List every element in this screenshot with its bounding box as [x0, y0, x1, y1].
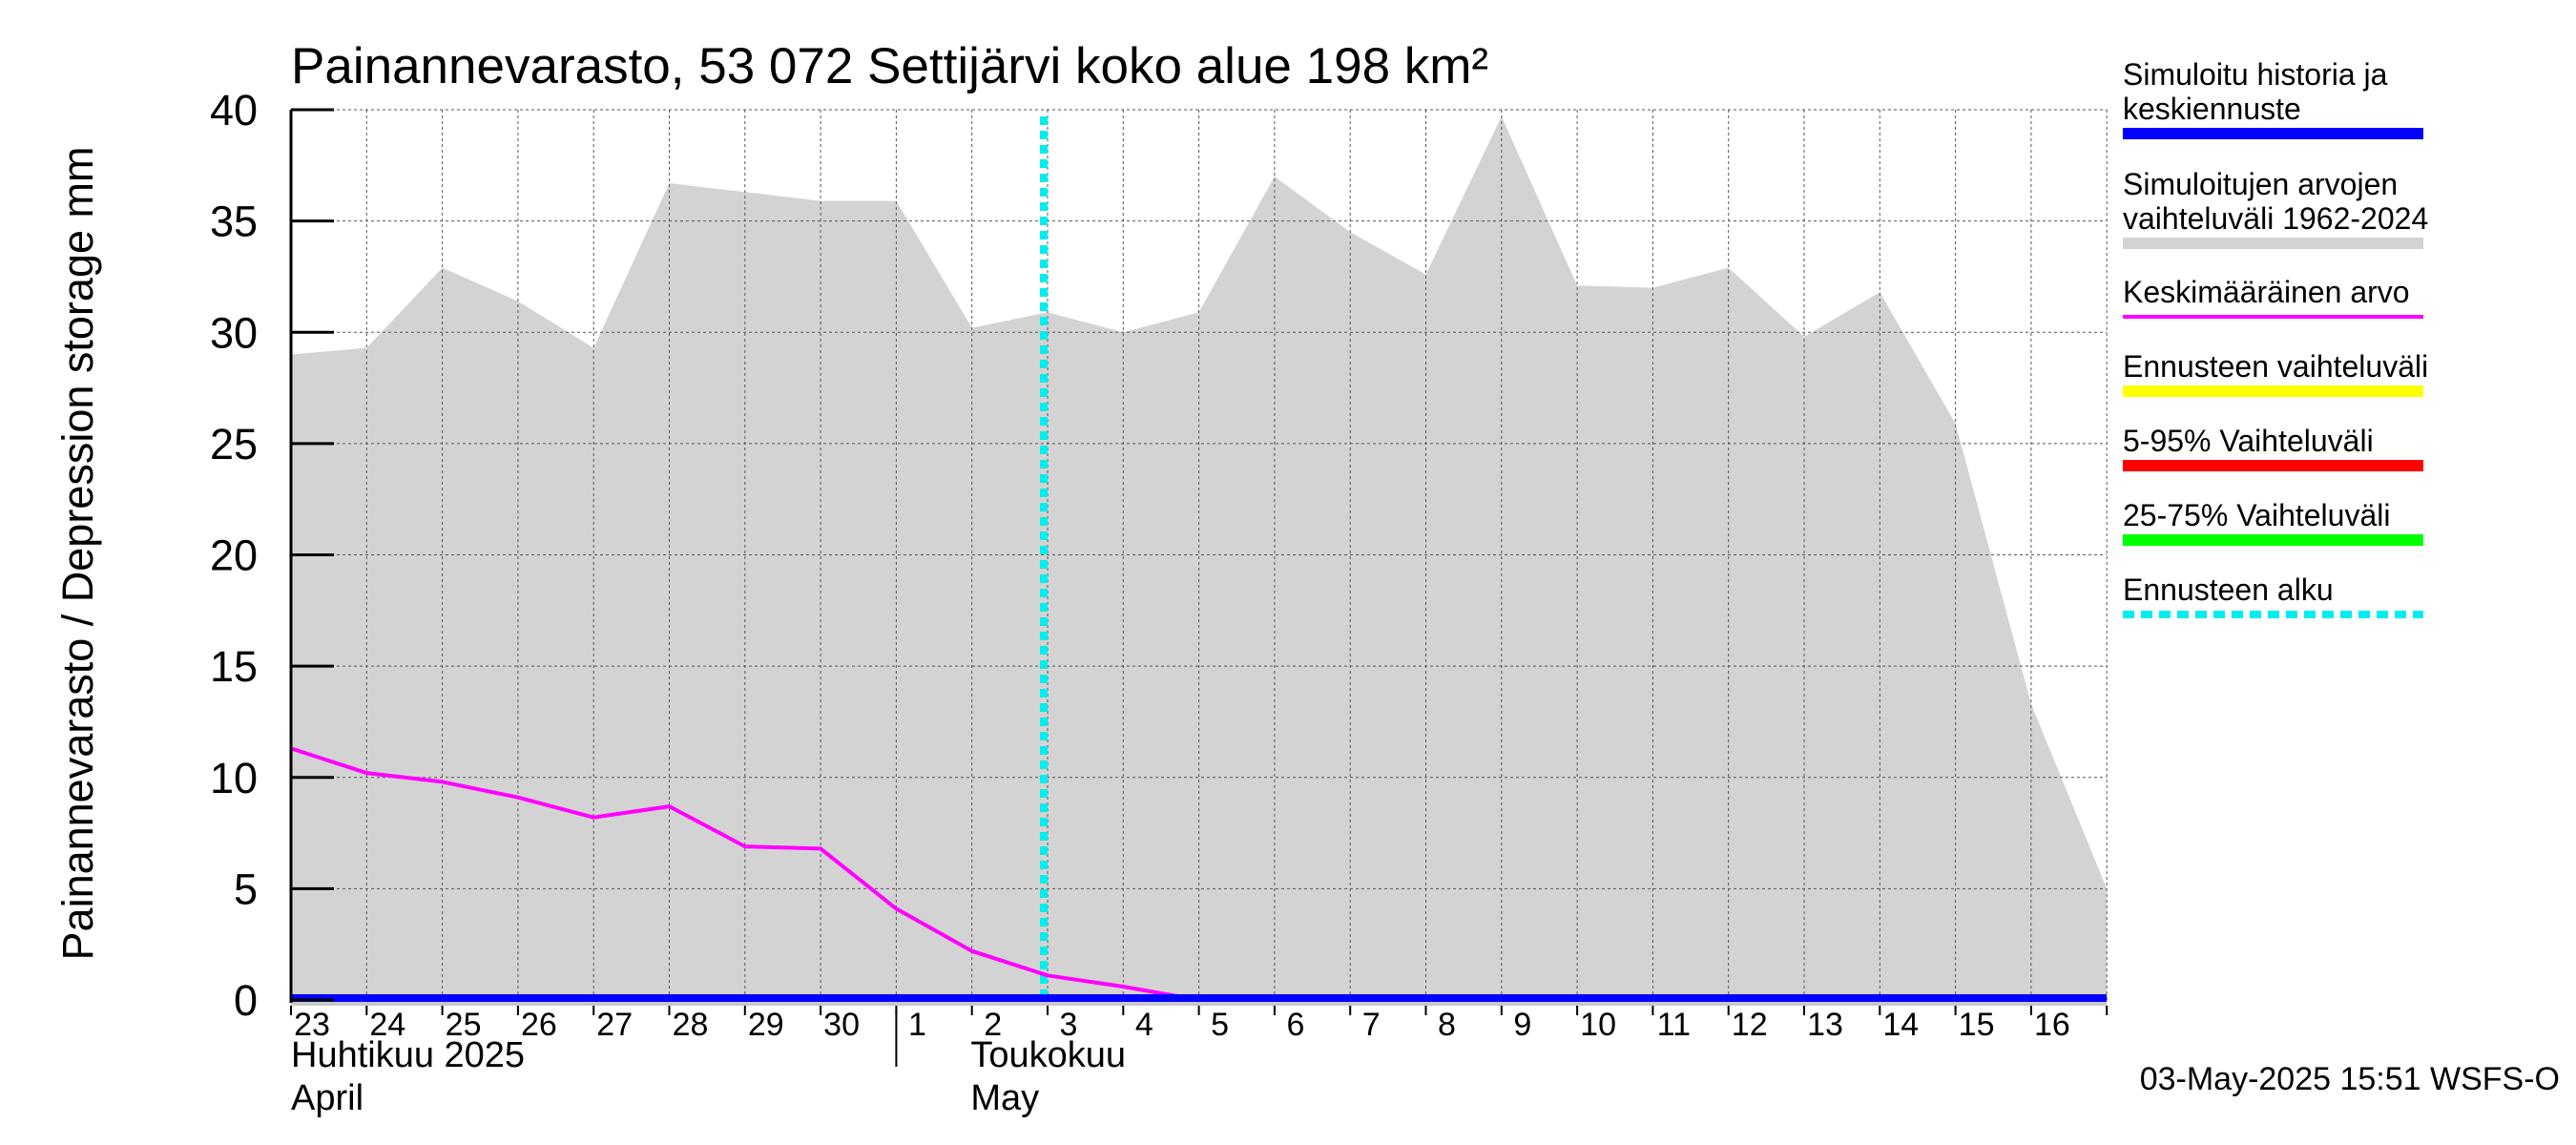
legend-label: Simuloitu historia ja — [2123, 57, 2388, 92]
month-label-en: April — [291, 1078, 364, 1118]
x-tick-label: 8 — [1438, 1007, 1456, 1043]
y-tick-label: 5 — [234, 864, 258, 913]
legend-label: 25-75% Vaihteluväli — [2123, 498, 2390, 532]
y-tick-label: 20 — [210, 531, 258, 580]
y-tick-label: 0 — [234, 976, 258, 1025]
y-tick-label: 30 — [210, 308, 258, 357]
x-tick-label: 6 — [1286, 1007, 1304, 1043]
x-tick-label: 14 — [1882, 1007, 1919, 1043]
y-tick-label: 10 — [210, 754, 258, 802]
y-tick-label: 35 — [210, 198, 258, 246]
x-tick-label: 7 — [1362, 1007, 1381, 1043]
x-tick-label: 10 — [1580, 1007, 1616, 1043]
x-tick-label: 25 — [446, 1007, 482, 1043]
x-tick-label: 11 — [1657, 1007, 1691, 1043]
footer-timestamp: 03-May-2025 15:51 WSFS-O — [2140, 1061, 2560, 1097]
legend-label: Ennusteen vaihteluväli — [2123, 349, 2428, 384]
x-tick-label: 4 — [1135, 1007, 1153, 1043]
month-label-en: May — [970, 1078, 1039, 1118]
y-tick-label: 40 — [210, 86, 258, 135]
series-layer — [290, 116, 2108, 1006]
x-tick-label: 26 — [521, 1007, 557, 1043]
month-label-fi: Huhtikuu 2025 — [291, 1035, 525, 1075]
x-tick-label: 24 — [369, 1007, 405, 1043]
legend-label: keskiennuste — [2123, 92, 2301, 126]
legend-label: Ennusteen alku — [2123, 572, 2334, 607]
x-tick-label: 15 — [1959, 1007, 1995, 1043]
legend-label: Simuloitujen arvojen — [2123, 167, 2398, 201]
x-tick-label: 3 — [1060, 1007, 1078, 1043]
x-tick-label: 23 — [294, 1007, 330, 1043]
x-tick-label: 16 — [2034, 1007, 2070, 1043]
grid-layer — [291, 109, 2108, 1000]
chart-title: Painannevarasto, 53 072 Settijärvi koko … — [291, 38, 1488, 94]
x-tick-label: 12 — [1732, 1007, 1768, 1043]
month-label-fi: Toukokuu — [970, 1035, 1126, 1075]
legend-label: Keskimääräinen arvo — [2123, 275, 2410, 309]
x-tick-label: 5 — [1211, 1007, 1229, 1043]
x-tick-label: 1 — [908, 1007, 926, 1043]
x-tick-label: 29 — [748, 1007, 784, 1043]
x-tick-label: 9 — [1513, 1007, 1531, 1043]
x-tick-label: 13 — [1807, 1007, 1843, 1043]
y-tick-label: 25 — [210, 420, 258, 468]
x-tick-label: 27 — [596, 1007, 633, 1043]
x-tick-label: 30 — [823, 1007, 860, 1043]
y-tick-label: 15 — [210, 642, 258, 691]
legend-label: vaihteluväli 1962-2024 — [2123, 201, 2428, 236]
x-tick-label: 2 — [984, 1007, 1002, 1043]
legend-label: 5-95% Vaihteluväli — [2123, 424, 2374, 458]
x-tick-label: 28 — [673, 1007, 709, 1043]
y-axis-label: Painannevarasto / Depression storage mm — [53, 147, 102, 961]
